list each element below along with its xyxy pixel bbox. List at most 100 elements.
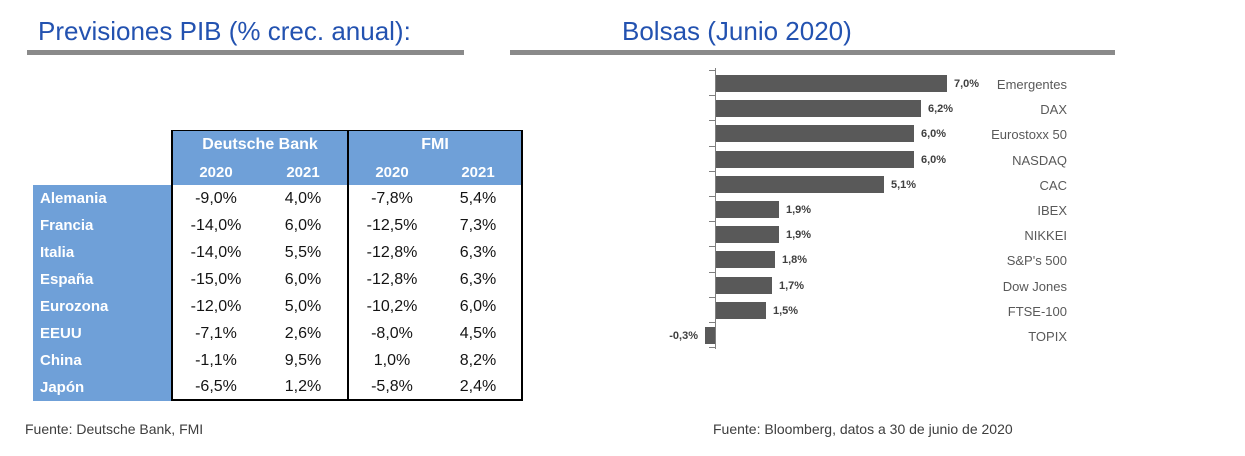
bar-value-label: 6,0%	[921, 128, 947, 140]
bar	[716, 75, 947, 92]
bar	[716, 125, 914, 142]
table-year-header: 2020	[347, 159, 435, 185]
value-cell: -1,1%	[171, 347, 259, 374]
bar-value-label: 1,9%	[786, 229, 812, 241]
category-label: S&P's 500	[1006, 253, 1067, 268]
left-panel-title: Previsiones PIB (% crec. anual):	[38, 16, 411, 46]
row-label-cell: Italia	[33, 239, 171, 266]
value-cell: 6,3%	[435, 266, 523, 293]
bar	[716, 226, 779, 243]
value-cell: 2,4%	[435, 374, 523, 401]
category-label: Dow Jones	[1002, 279, 1067, 294]
right-source-note: Fuente: Bloomberg, datos a 30 de junio d…	[713, 421, 1013, 437]
value-cell: 6,0%	[284, 216, 322, 234]
bar	[716, 201, 779, 218]
left-title-underline	[27, 50, 464, 55]
value-cell: -12,8%	[347, 266, 435, 293]
bar	[716, 100, 921, 117]
value-cell: 6,0%	[435, 293, 523, 320]
value-cell: 8,2%	[435, 347, 523, 374]
row-label-cell: China	[33, 347, 171, 374]
value-cell: 5,0%	[284, 297, 322, 315]
value-cell: 6,3%	[435, 239, 523, 266]
value-cell: -7,1%	[171, 320, 259, 347]
right-panel-title: Bolsas (Junio 2020)	[622, 16, 852, 46]
category-label: DAX	[1040, 102, 1067, 117]
value-cell: -12,8%	[347, 239, 435, 266]
right-title-underline	[510, 50, 1115, 55]
category-label: TOPIX	[1028, 329, 1067, 344]
bar	[716, 151, 914, 168]
table-year-header: 2020	[171, 159, 259, 185]
left-source-note: Fuente: Deutsche Bank, FMI	[25, 421, 204, 437]
value-cell: 7,3%	[435, 212, 523, 239]
row-label-cell: Francia	[33, 212, 171, 239]
axis-tick	[709, 297, 715, 298]
category-label: FTSE-100	[1007, 304, 1067, 319]
value-cell: -10,2%	[347, 293, 435, 320]
category-label: NASDAQ	[1012, 153, 1067, 168]
bar-value-label: 5,1%	[891, 179, 917, 191]
row-label-cell: Japón	[33, 374, 171, 401]
bar	[705, 327, 715, 344]
axis-tick	[709, 221, 715, 222]
axis-tick	[709, 246, 715, 247]
row-label-cell: EEUU	[33, 320, 171, 347]
bar-value-label: 1,9%	[786, 204, 812, 216]
axis-tick	[709, 146, 715, 147]
value-cell: -14,0%	[171, 239, 259, 266]
gdp-forecast-table: Deutsche Bank FMI 2020 2021 2020 2021 Al…	[33, 130, 523, 401]
bar	[716, 277, 772, 294]
category-label: Eurostoxx 50	[991, 127, 1067, 142]
value-cell: 4,5%	[435, 320, 523, 347]
value-cell: 1,2%	[259, 374, 347, 401]
value-cell: 4,0%	[284, 189, 322, 207]
bar-value-label: 1,7%	[779, 280, 805, 292]
value-cell: 6,0%	[284, 270, 322, 288]
value-cell: -14,0%	[171, 212, 259, 239]
value-cell: 1,0%	[347, 347, 435, 374]
row-label-cell: Eurozona	[33, 293, 171, 320]
bar-value-label: 6,0%	[921, 154, 947, 166]
category-label: CAC	[1039, 178, 1067, 193]
axis-tick	[709, 120, 715, 121]
axis-tick	[709, 70, 715, 71]
value-cell: 5,5%	[284, 243, 322, 261]
category-label: IBEX	[1037, 203, 1067, 218]
category-label: Emergentes	[996, 77, 1067, 92]
row-label-cell: Alemania	[33, 185, 171, 212]
axis-tick	[709, 95, 715, 96]
value-cell: -12,0%	[171, 293, 259, 320]
value-cell: -9,0%	[171, 185, 259, 212]
bar	[716, 251, 775, 268]
category-label: NIKKEI	[1024, 228, 1067, 243]
value-cell: -7,8%	[347, 185, 435, 212]
axis-tick	[709, 322, 715, 323]
bar	[716, 302, 766, 319]
value-cell: 2,6%	[284, 324, 322, 342]
bar-value-label: -0,3%	[669, 330, 698, 342]
axis-tick	[709, 196, 715, 197]
axis-tick	[709, 272, 715, 273]
table-year-header: 2021	[259, 159, 347, 185]
axis-tick	[709, 171, 715, 172]
bar-value-label: 7,0%	[954, 78, 980, 90]
value-cell: -12,5%	[347, 212, 435, 239]
bar	[716, 176, 884, 193]
bar-value-label: 1,8%	[782, 254, 808, 266]
value-cell: 5,4%	[435, 185, 523, 212]
chart-y-axis	[715, 68, 716, 349]
value-cell: -5,8%	[347, 374, 435, 401]
value-cell: -15,0%	[171, 266, 259, 293]
value-cell: 9,5%	[284, 351, 322, 369]
row-label-cell: España	[33, 266, 171, 293]
value-cell: -6,5%	[171, 374, 259, 401]
table-year-header: 2021	[435, 159, 523, 185]
bar-value-label: 1,5%	[773, 305, 799, 317]
axis-tick	[709, 347, 715, 348]
bar-value-label: 6,2%	[928, 103, 954, 115]
table-group-header-fmi: FMI	[347, 130, 523, 159]
value-cell: -8,0%	[347, 320, 435, 347]
table-group-header-deutsche-bank: Deutsche Bank	[171, 130, 347, 159]
